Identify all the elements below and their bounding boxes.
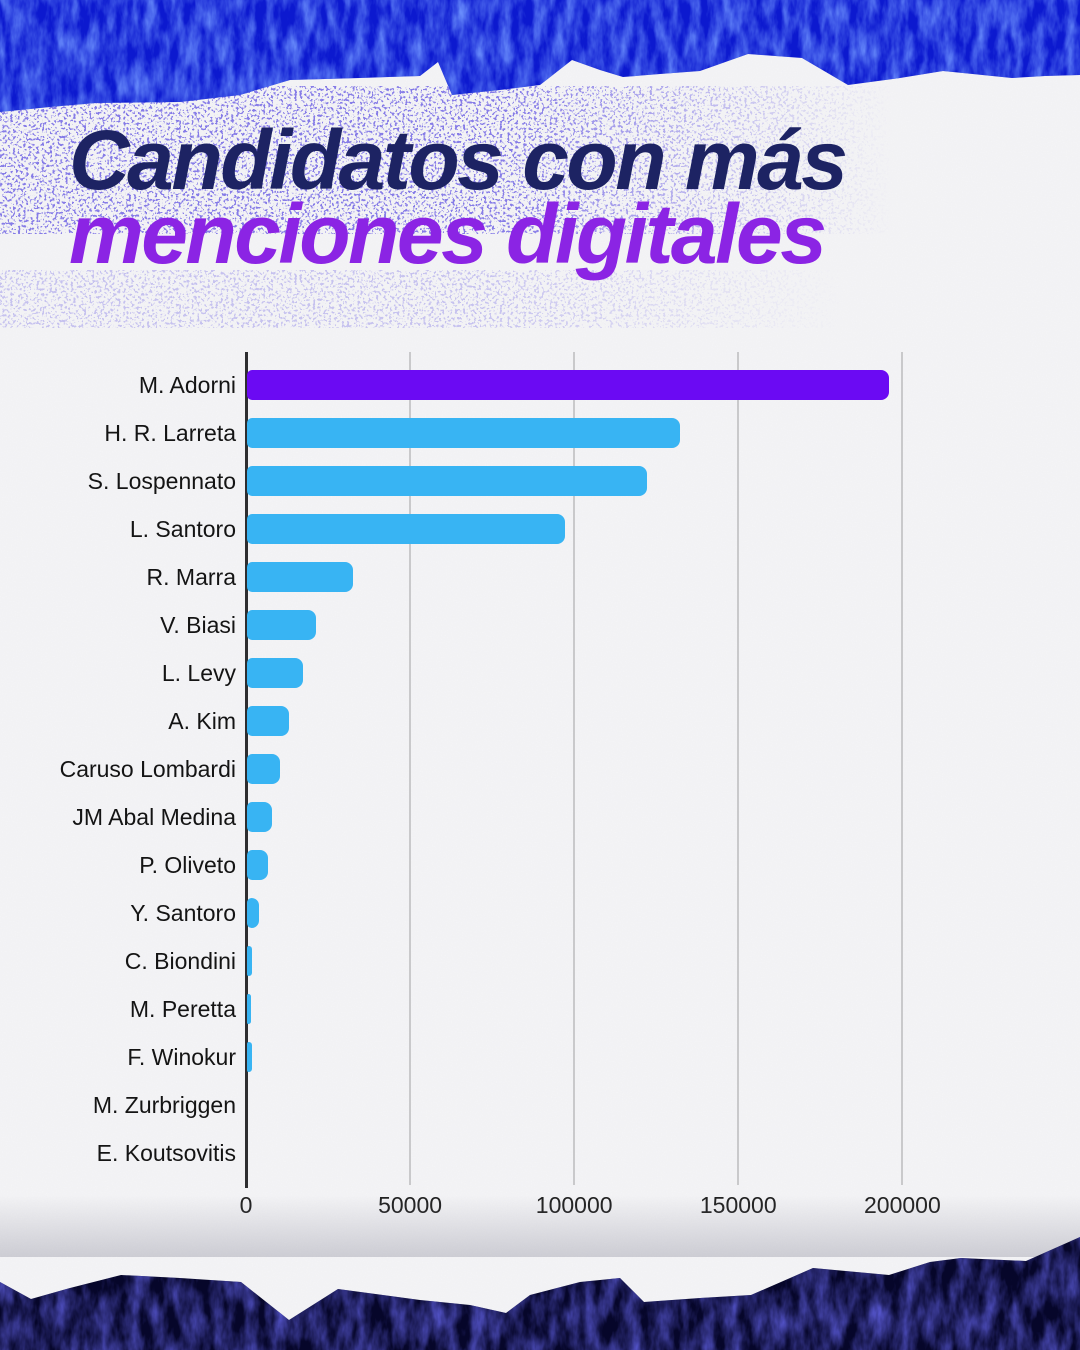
bar <box>247 850 268 880</box>
category-label: C. Biondini <box>124 948 236 974</box>
category-label: F. Winokur <box>127 1044 236 1070</box>
category-label: R. Marra <box>146 564 236 590</box>
category-label: M. Adorni <box>138 372 236 398</box>
bar <box>247 706 290 736</box>
bar <box>247 754 280 784</box>
gridline <box>737 352 740 1185</box>
category-label: S. Lospennato <box>87 468 236 494</box>
category-label: V. Biasi <box>160 612 236 638</box>
category-label: H. R. Larreta <box>104 420 236 446</box>
bar <box>247 1042 252 1072</box>
gridline <box>901 352 904 1185</box>
title-line-1: Candidatos con más <box>69 113 848 207</box>
x-tick-label: 50000 <box>350 1192 470 1219</box>
category-label: P. Oliveto <box>139 852 236 878</box>
category-label: Y. Santoro <box>130 900 236 926</box>
gridline <box>409 352 412 1185</box>
bar <box>247 562 353 592</box>
category-label: M. Peretta <box>129 996 236 1022</box>
bar <box>247 898 260 928</box>
category-label: A. Kim <box>168 708 236 734</box>
bar <box>247 994 252 1024</box>
bar <box>247 370 889 400</box>
bar <box>247 466 648 496</box>
x-tick-label: 150000 <box>678 1192 798 1219</box>
gridline <box>573 352 576 1185</box>
x-tick-label: 200000 <box>842 1192 962 1219</box>
category-label: E. Koutsovitis <box>96 1140 236 1166</box>
category-label: L. Santoro <box>129 516 236 542</box>
title-line-2: menciones digitales <box>69 187 827 281</box>
y-axis-line <box>245 352 248 1188</box>
bar <box>247 610 316 640</box>
category-label: JM Abal Medina <box>72 804 236 830</box>
bar <box>247 802 272 832</box>
bar <box>247 658 304 688</box>
category-label: Caruso Lombardi <box>59 756 236 782</box>
x-tick-label: 100000 <box>514 1192 634 1219</box>
bar <box>247 514 565 544</box>
paper-shadow <box>0 1195 1080 1257</box>
x-tick-label: 0 <box>186 1192 306 1219</box>
bar <box>247 946 252 976</box>
category-label: M. Zurbriggen <box>92 1092 236 1118</box>
bar <box>247 418 680 448</box>
category-label: L. Levy <box>161 660 236 686</box>
